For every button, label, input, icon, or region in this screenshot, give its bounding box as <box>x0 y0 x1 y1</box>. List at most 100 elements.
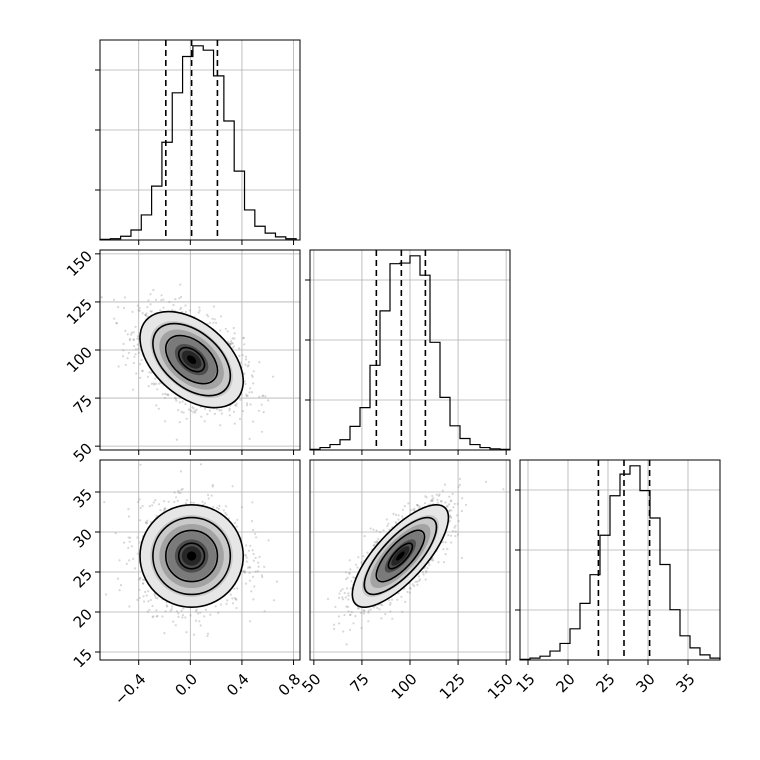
scatter-point <box>193 409 197 412</box>
scatter-point <box>167 500 170 503</box>
scatter-point <box>163 508 166 511</box>
scatter-point <box>245 556 248 559</box>
scatter-point <box>409 587 412 590</box>
scatter-point <box>366 551 369 554</box>
scatter-point <box>198 309 201 312</box>
contour-line <box>139 310 245 409</box>
scatter-point <box>203 502 207 505</box>
scatter-point <box>146 521 149 525</box>
scatter-plot-area <box>100 460 300 660</box>
scatter-point <box>435 493 438 496</box>
scatter-point <box>437 561 440 564</box>
scatter-point <box>396 598 399 601</box>
scatter-point <box>228 407 231 410</box>
scatter-point <box>258 555 261 559</box>
scatter-point <box>249 403 252 406</box>
scatter-point <box>252 420 255 423</box>
scatter-point <box>172 303 175 307</box>
scatter-point <box>154 596 157 599</box>
scatter-point <box>249 544 252 547</box>
scatter-point <box>184 402 187 406</box>
scatter-point <box>156 597 159 600</box>
scatter-plot-area <box>100 250 300 450</box>
scatter-point <box>242 337 245 340</box>
scatter-point <box>144 313 147 316</box>
scatter-point <box>185 631 188 634</box>
scatter-point <box>424 578 427 581</box>
scatter-point <box>174 298 177 301</box>
scatter-point <box>212 305 215 308</box>
scatter-point <box>251 520 254 523</box>
scatter-point <box>454 530 457 533</box>
scatter-point <box>210 494 213 497</box>
scatter-point <box>245 395 248 398</box>
scatter-point <box>151 604 154 608</box>
scatter-point <box>171 605 174 608</box>
scatter-point <box>248 391 251 394</box>
scatter-point <box>142 582 145 585</box>
scatter-point <box>214 605 217 608</box>
scatter-point <box>126 357 129 360</box>
scatter-point <box>431 557 434 560</box>
scatter-point <box>152 382 155 385</box>
scatter-point <box>426 567 429 570</box>
histogram-frame <box>309 249 511 451</box>
scatter-point <box>275 580 278 583</box>
scatter-point <box>139 519 142 522</box>
scatter-point <box>172 620 175 623</box>
scatter-point <box>440 500 443 503</box>
scatter-point <box>251 549 254 552</box>
scatter-point <box>206 413 209 416</box>
x-tick-label: 100 <box>388 670 421 703</box>
contour-line <box>363 516 438 596</box>
scatter-point <box>362 612 365 615</box>
scatter-point <box>357 606 360 610</box>
scatter-point <box>163 632 166 635</box>
scatter-point <box>219 424 222 427</box>
scatter-point <box>137 347 140 350</box>
scatter-point <box>138 596 141 600</box>
scatter-point <box>249 387 252 390</box>
y-tick-label: 25 <box>70 565 96 591</box>
scatter-point <box>449 499 453 502</box>
scatter-point <box>199 611 202 614</box>
scatter-point <box>367 611 370 614</box>
scatter-point <box>234 521 237 525</box>
contour-line <box>152 322 232 397</box>
x-tick-label: 15 <box>513 670 539 696</box>
scatter-point <box>343 591 346 595</box>
scatter-point <box>184 304 187 307</box>
scatter-point <box>233 337 236 340</box>
scatter-point <box>448 519 452 522</box>
scatter-point <box>188 408 191 411</box>
scatter-point <box>437 494 440 497</box>
scatter-point <box>349 613 352 616</box>
scatter-point <box>132 331 135 334</box>
scatter-point <box>155 615 158 618</box>
scatter-point <box>233 587 236 590</box>
scatter-point <box>236 587 239 590</box>
scatter-point <box>375 540 378 543</box>
scatter-point <box>141 312 144 315</box>
scatter-point <box>157 407 160 410</box>
histogram-frame <box>519 459 721 661</box>
scatter-point <box>179 308 182 311</box>
scatter-point <box>254 570 257 573</box>
scatter-point <box>359 611 362 614</box>
scatter-point <box>373 541 376 544</box>
scatter-point <box>257 409 260 412</box>
scatter-point <box>192 633 196 636</box>
scatter-point <box>155 514 158 517</box>
scatter-point <box>456 502 459 505</box>
scatter-point <box>171 308 174 312</box>
scatter-point <box>134 348 137 351</box>
scatter-point <box>189 614 192 617</box>
scatter-point <box>235 404 238 407</box>
scatter-point <box>139 376 142 379</box>
scatter-point <box>155 382 158 385</box>
scatter-point <box>400 595 403 598</box>
scatter-point <box>192 501 195 504</box>
scatter-point <box>442 540 445 544</box>
scatter-point <box>184 616 187 619</box>
